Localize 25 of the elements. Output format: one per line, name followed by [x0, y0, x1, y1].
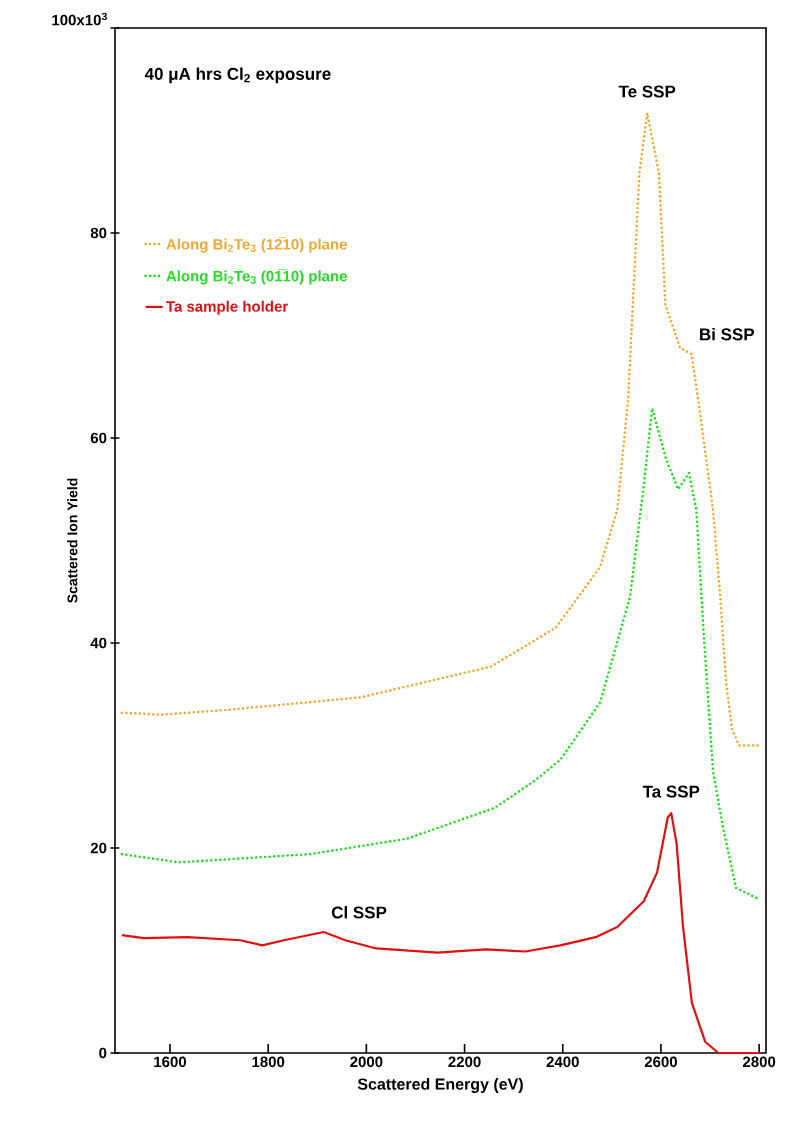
x-tick-label: 1600 [154, 1056, 187, 1068]
annotation: Te SSP [618, 85, 676, 98]
x-tick-label: 2800 [742, 1056, 776, 1068]
y-tick-label: 20 [90, 842, 107, 854]
line-series [120, 111, 761, 747]
y-tick-label: 0 [99, 1047, 107, 1059]
y-tick-label: 40 [90, 637, 107, 649]
y-axis-title: Scattered Ion Yield [67, 478, 78, 603]
x-axis-title: Scattered Energy (eV) [357, 1078, 523, 1093]
x-tick-label: 2000 [350, 1056, 383, 1068]
line-series [120, 812, 761, 1055]
text: 100x10$^{3}$ [52, 12, 107, 26]
annotation: 40 μA hrs Cl$_{2}$ exposure [144, 67, 331, 84]
x-tick-label: 2400 [546, 1056, 579, 1068]
x-tick-label: 2600 [644, 1056, 677, 1068]
x-tick-label: 2200 [448, 1056, 481, 1068]
annotation: Cl SSP [331, 906, 387, 919]
annotation: Bi SSP [700, 327, 755, 341]
legend-label: Along Bi$_{2}$Te$_{3}$ (12̅10) plane [166, 237, 347, 253]
legend-label: Ta sample holder [166, 300, 288, 315]
annotation: Ta SSP [642, 785, 700, 798]
y-tick-label: 80 [90, 227, 107, 239]
legend-label: Along Bi$_{2}$Te$_{3}$ (01̅10) plane [166, 268, 347, 285]
x-tick-label: 1800 [252, 1056, 285, 1068]
y-tick-label: 60 [90, 432, 107, 444]
